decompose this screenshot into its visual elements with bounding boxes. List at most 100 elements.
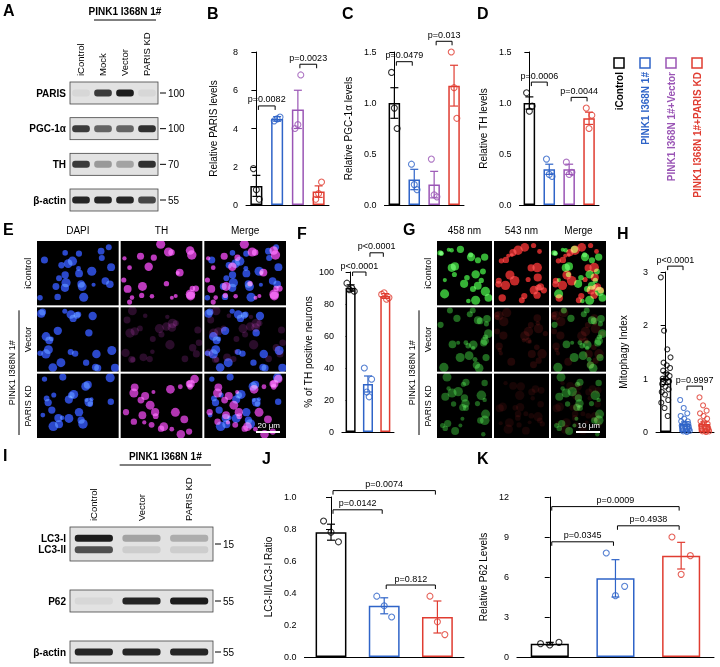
svg-text:J: J [262,450,271,467]
svg-text:p=0.4938: p=0.4938 [629,514,667,524]
svg-text:K: K [477,450,489,467]
svg-text:p=0.0082: p=0.0082 [248,94,286,104]
svg-text:20 μm: 20 μm [258,421,281,430]
svg-text:Merge: Merge [231,225,260,236]
svg-text:P62: P62 [48,596,66,607]
svg-text:iControl: iControl [75,43,86,76]
svg-text:p=0.0345: p=0.0345 [564,530,602,540]
svg-text:55: 55 [168,195,180,206]
svg-text:70: 70 [168,159,180,170]
svg-text:100: 100 [319,267,334,277]
svg-text:10 μm: 10 μm [578,421,601,430]
svg-text:p=0.0009: p=0.0009 [597,495,635,505]
svg-text:PINK1 I368N 1#+PARIS KD: PINK1 I368N 1#+PARIS KD [692,72,703,198]
svg-text:0.4: 0.4 [284,588,297,598]
svg-text:LC3-II: LC3-II [38,544,66,555]
svg-text:Vector: Vector [119,49,130,76]
svg-text:A: A [3,2,15,19]
svg-text:PARIS: PARIS [36,88,66,99]
svg-text:iControl: iControl [23,258,33,289]
svg-text:0.2: 0.2 [284,620,297,630]
svg-text:PARIS KD: PARIS KD [23,385,33,427]
svg-text:Relative TH levels: Relative TH levels [478,88,489,168]
svg-text:iControl: iControl [88,488,99,521]
svg-text:0: 0 [233,200,238,210]
svg-text:0.0: 0.0 [499,200,512,210]
svg-text:p=0.0023: p=0.0023 [289,53,327,63]
svg-text:1.0: 1.0 [499,98,512,108]
svg-text:80: 80 [324,299,334,309]
svg-text:H: H [617,225,629,242]
svg-text:40: 40 [324,363,334,373]
svg-text:p=0.812: p=0.812 [394,574,427,584]
svg-text:60: 60 [324,331,334,341]
svg-text:Vector: Vector [136,494,147,521]
svg-text:TH: TH [53,159,66,170]
svg-text:0.0: 0.0 [284,652,297,662]
svg-text:PARIS KD: PARIS KD [183,477,194,521]
svg-text:6: 6 [504,572,509,582]
svg-text:12: 12 [499,492,509,502]
svg-text:p=0.0044: p=0.0044 [560,86,598,96]
svg-text:1.0: 1.0 [284,492,297,502]
svg-text:458 nm: 458 nm [448,225,481,236]
svg-text:1.5: 1.5 [364,47,377,57]
svg-text:E: E [3,221,14,238]
svg-text:LC3-II/LC3-I Ratio: LC3-II/LC3-I Ratio [263,536,274,617]
svg-text:p<0.0001: p<0.0001 [656,255,694,265]
svg-text:β-actin: β-actin [33,647,66,658]
svg-text:543 nm: 543 nm [505,225,538,236]
svg-text:1.0: 1.0 [364,98,377,108]
svg-text:9: 9 [504,532,509,542]
svg-text:p=0.0479: p=0.0479 [385,50,423,60]
svg-text:100: 100 [168,88,185,99]
svg-text:iControl: iControl [614,72,625,111]
svg-text:Mock: Mock [97,53,108,76]
svg-text:0.0: 0.0 [364,200,377,210]
svg-text:8: 8 [233,47,238,57]
svg-text:DAPI: DAPI [66,225,89,236]
svg-text:Vector: Vector [423,327,433,353]
svg-text:0: 0 [329,427,334,437]
svg-text:iControl: iControl [423,258,433,289]
svg-text:β-actin: β-actin [33,195,66,206]
svg-text:55: 55 [223,596,235,607]
svg-text:I: I [3,447,7,464]
svg-text:PARIS KD: PARIS KD [141,32,152,76]
svg-text:4: 4 [233,124,238,134]
svg-text:Vector: Vector [23,327,33,353]
svg-text:p<0.0001: p<0.0001 [358,241,396,251]
svg-text:PINK1 I368N 1#+Vector: PINK1 I368N 1#+Vector [666,72,677,181]
svg-text:0.5: 0.5 [499,149,512,159]
svg-text:3: 3 [643,267,648,277]
svg-text:Merge: Merge [564,225,593,236]
svg-text:20: 20 [324,395,334,405]
svg-text:2: 2 [643,320,648,330]
svg-text:1.5: 1.5 [499,47,512,57]
svg-text:p=0.013: p=0.013 [428,30,461,40]
svg-text:p<0.0001: p<0.0001 [340,261,378,271]
svg-text:Relative PGC-1α levels: Relative PGC-1α levels [343,77,354,181]
svg-text:TH: TH [155,225,168,236]
svg-text:PGC-1α: PGC-1α [29,123,67,134]
svg-text:55: 55 [223,647,235,658]
svg-text:0: 0 [643,427,648,437]
svg-text:C: C [342,5,354,22]
svg-text:G: G [403,221,415,238]
svg-text:p=0.0074: p=0.0074 [365,479,403,489]
svg-text:B: B [207,5,219,22]
svg-text:PINK1 I368N 1#: PINK1 I368N 1# [640,72,651,145]
svg-text:Relative P62 Levels: Relative P62 Levels [478,533,489,621]
svg-text:PINK1 I368N 1#: PINK1 I368N 1# [407,340,417,405]
svg-text:% of TH positive neurons: % of TH positive neurons [303,296,314,408]
svg-text:Relative PARIS levels: Relative PARIS levels [208,80,219,177]
svg-text:PARIS KD: PARIS KD [423,385,433,427]
svg-text:100: 100 [168,123,185,134]
svg-text:F: F [297,225,307,242]
svg-text:3: 3 [504,612,509,622]
svg-text:1: 1 [643,374,648,384]
svg-text:LC3-I: LC3-I [41,533,66,544]
svg-text:0.5: 0.5 [364,149,377,159]
svg-text:D: D [477,5,489,22]
svg-text:Mitophagy Index: Mitophagy Index [618,315,629,388]
